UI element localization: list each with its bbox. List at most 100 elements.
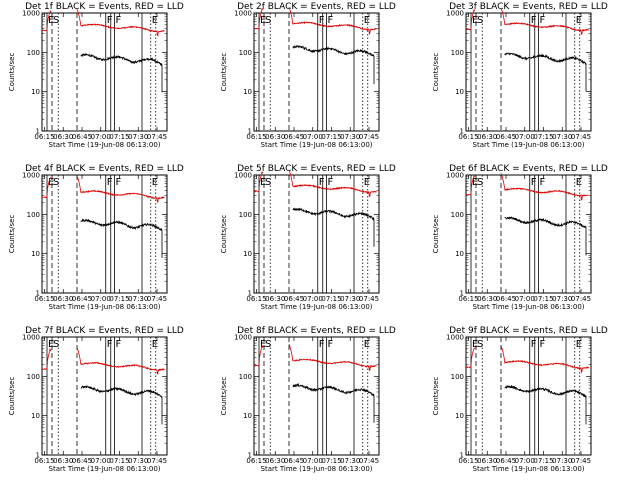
y-tick-label: 1000	[22, 334, 40, 342]
y-tick-label: 1	[36, 128, 40, 136]
events-series	[80, 52, 163, 93]
y-tick-label: 1	[36, 452, 40, 460]
lld-series	[288, 343, 377, 371]
plot-frame	[465, 12, 592, 132]
panel-6: Det 6f BLACK = Events, RED = LLD 1 10 100 10…	[432, 164, 608, 311]
y-tick-label: 100	[27, 373, 40, 381]
flag-label: E	[48, 339, 54, 350]
y-tick-label: 100	[239, 211, 252, 219]
lld-series	[76, 347, 165, 375]
x-tick-label: 06:45	[284, 295, 304, 303]
y-tick-label: 10	[31, 250, 40, 258]
flag-label: S	[265, 177, 271, 188]
x-tick-label: 07:30	[552, 295, 572, 303]
y-axis-label: Counts/sec	[432, 215, 440, 254]
panel-5: Det 5f BLACK = Events, RED = LLD 1 10 100 10…	[220, 164, 396, 311]
y-tick-label: 10	[455, 250, 464, 258]
x-tick-label: 07:00	[303, 295, 323, 303]
flag-label: F	[540, 15, 546, 26]
x-tick-label: 06:30	[53, 133, 73, 141]
panel-title: Det 1f BLACK = Events, RED = LLD	[25, 2, 184, 12]
flag-label: E	[152, 15, 158, 26]
flag-label: F	[107, 177, 113, 188]
flag-label: S	[265, 339, 271, 350]
plot-frame	[41, 336, 168, 456]
lld-series-pre	[465, 175, 476, 196]
flag-label: E	[576, 15, 582, 26]
lld-series	[500, 7, 589, 35]
x-axis-label: Start Time (19-Jun-08 06:13:00)	[49, 465, 161, 473]
flag-label: F	[319, 177, 325, 188]
x-tick-label: 07:45	[571, 457, 591, 465]
y-tick-label: 1	[460, 452, 464, 460]
x-tick-label: 07:15	[321, 133, 341, 141]
flag-label: E	[472, 339, 478, 350]
plot-frame	[465, 174, 592, 294]
flag-label: E	[472, 15, 478, 26]
y-tick-label: 100	[451, 373, 464, 381]
panel-1: Det 1f BLACK = Events, RED = LLD 1 10 100 10…	[8, 2, 184, 149]
y-tick-label: 10	[455, 88, 464, 96]
y-tick-label: 10	[455, 412, 464, 420]
flag-label: F	[540, 177, 546, 188]
flag-label: F	[328, 15, 334, 26]
x-tick-label: 06:45	[72, 457, 92, 465]
x-tick-label: 07:15	[533, 133, 553, 141]
panel-9: Det 9f BLACK = Events, RED = LLD 1 10 100 10…	[432, 326, 608, 473]
flag-label: F	[328, 177, 334, 188]
y-tick-label: 1	[36, 290, 40, 298]
y-tick-label: 100	[239, 373, 252, 381]
x-axis-label: Start Time (19-Jun-08 06:13:00)	[261, 303, 373, 311]
y-tick-label: 1000	[446, 172, 464, 180]
x-axis-label: Start Time (19-Jun-08 06:13:00)	[473, 303, 585, 311]
x-tick-label: 07:45	[147, 457, 167, 465]
x-tick-label: 07:30	[128, 133, 148, 141]
y-tick-label: 1000	[446, 10, 464, 18]
events-series	[504, 384, 587, 425]
x-tick-label: 07:45	[571, 295, 591, 303]
y-tick-label: 1	[460, 128, 464, 136]
lld-series	[500, 173, 589, 202]
y-tick-label: 1000	[22, 10, 40, 18]
x-tick-label: 07:00	[91, 295, 111, 303]
lld-series	[288, 6, 377, 35]
y-tick-label: 10	[243, 412, 252, 420]
y-tick-label: 100	[27, 211, 40, 219]
x-tick-label: 06:15	[246, 295, 266, 303]
x-tick-label: 07:30	[340, 457, 360, 465]
panel-title: Det 8f BLACK = Events, RED = LLD	[237, 326, 396, 336]
x-tick-label: 07:30	[552, 133, 572, 141]
x-tick-label: 06:15	[246, 457, 266, 465]
panel-4: Det 4f BLACK = Events, RED = LLD 1 10 100 10…	[8, 164, 184, 311]
flag-label: S	[477, 15, 483, 26]
y-tick-label: 10	[243, 88, 252, 96]
events-series	[504, 52, 587, 92]
flag-label: F	[116, 15, 122, 26]
y-tick-label: 1	[248, 290, 252, 298]
flag-label: E	[260, 15, 266, 26]
events-series	[80, 385, 163, 425]
flag-label: F	[319, 339, 325, 350]
x-tick-label: 06:15	[34, 457, 54, 465]
x-tick-label: 07:00	[303, 457, 323, 465]
flag-label: F	[531, 177, 537, 188]
x-tick-label: 07:45	[571, 133, 591, 141]
y-axis-label: Counts/sec	[220, 53, 228, 92]
panel-title: Det 9f BLACK = Events, RED = LLD	[449, 326, 608, 336]
x-axis-label: Start Time (19-Jun-08 06:13:00)	[49, 303, 161, 311]
x-axis-label: Start Time (19-Jun-08 06:13:00)	[261, 141, 373, 149]
flag-label: E	[364, 15, 370, 26]
flag-label: F	[107, 15, 113, 26]
lld-series-pre	[41, 10, 52, 32]
lld-series-pre	[466, 8, 476, 31]
x-tick-label: 06:45	[72, 133, 92, 141]
x-tick-label: 06:45	[284, 457, 304, 465]
x-tick-label: 07:00	[303, 133, 323, 141]
x-tick-label: 07:15	[321, 457, 341, 465]
flag-label: S	[265, 15, 271, 26]
lld-series	[76, 175, 165, 203]
panel-title: Det 4f BLACK = Events, RED = LLD	[25, 164, 184, 174]
panel-3: Det 3f BLACK = Events, RED = LLD 1 10 100 10…	[432, 2, 608, 149]
lld-series-pre	[465, 347, 476, 369]
